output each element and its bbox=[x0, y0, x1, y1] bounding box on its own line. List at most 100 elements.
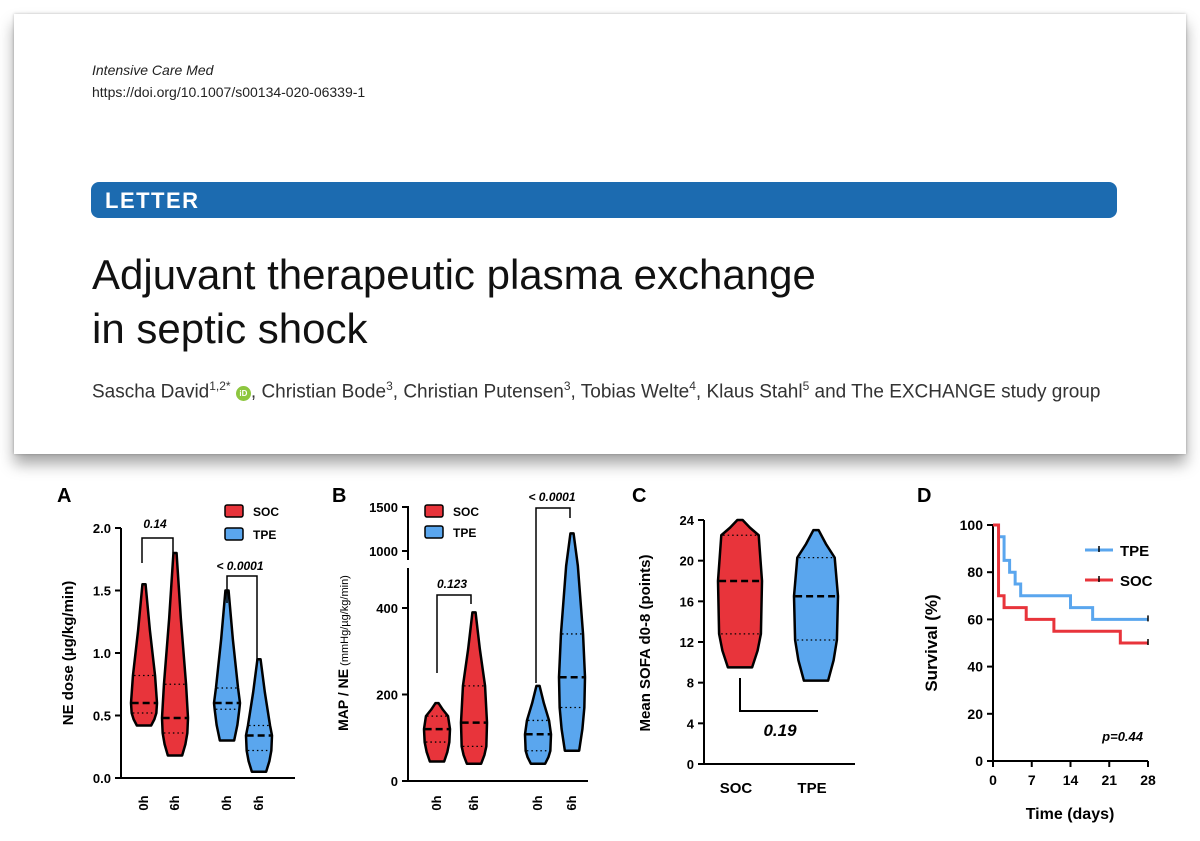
article-header-card bbox=[14, 14, 1186, 454]
author-name[interactable]: Klaus Stahl bbox=[706, 381, 803, 403]
author-name[interactable]: Tobias Welte bbox=[580, 381, 690, 403]
significance-bracket bbox=[535, 507, 571, 683]
legend-label: TPE bbox=[253, 528, 276, 542]
x-tick-label: TPE bbox=[797, 780, 826, 797]
x-tick-label: 6h bbox=[167, 795, 182, 810]
p-value-label: < 0.0001 bbox=[528, 490, 575, 504]
violin-shape bbox=[422, 701, 452, 763]
article-title: Adjuvant therapeutic plasma exchange in s… bbox=[92, 248, 1092, 356]
y-tick-label: 0 bbox=[975, 753, 983, 769]
panel-letter: B bbox=[332, 485, 346, 507]
y-tick-label: 20 bbox=[680, 554, 694, 569]
y-tick-label: 0 bbox=[687, 757, 694, 772]
y-axis-label: Mean SOFA d0-8 (points) bbox=[637, 555, 654, 732]
y-tick-label: 24 bbox=[680, 513, 695, 528]
y-tick-label: 0.0 bbox=[93, 771, 111, 786]
p-value-label: < 0.0001 bbox=[216, 559, 263, 573]
y-tick-label: 1500 bbox=[369, 500, 398, 515]
survival-curve bbox=[993, 523, 1148, 645]
y-tick-label: 16 bbox=[680, 594, 694, 609]
y-tick-label: 40 bbox=[967, 659, 983, 675]
y-tick-label: 20 bbox=[967, 706, 983, 722]
legend-label: SOC bbox=[453, 505, 479, 519]
author-affiliation: 5 bbox=[802, 379, 810, 393]
chart-panel-c: C Mean SOFA d0-8 (points) 0 4 8 12 16 20 24 SOC TP… bbox=[632, 485, 855, 797]
journal-name: Intensive Care Med bbox=[92, 62, 214, 78]
y-tick-label: 400 bbox=[376, 601, 398, 616]
violin-shape bbox=[523, 684, 553, 765]
author-name[interactable]: Sascha David bbox=[92, 381, 210, 403]
violin-shape bbox=[557, 532, 587, 752]
y-tick-label: 1000 bbox=[369, 544, 398, 559]
x-tick-label: 0h bbox=[429, 795, 444, 810]
x-tick-label: 0h bbox=[219, 795, 234, 810]
significance-bracket bbox=[436, 594, 472, 673]
panel-letter: D bbox=[917, 485, 931, 507]
legend-swatch bbox=[424, 525, 444, 539]
significance-bracket bbox=[141, 537, 174, 563]
author-affiliation: 4 bbox=[689, 379, 696, 393]
chart-panel-b: B MAP / NE (mmHg/µg/kg/min) 0 200 400 1000 150… bbox=[332, 485, 588, 811]
title-line-2: in septic shock bbox=[92, 305, 368, 352]
x-tick-label: 28 bbox=[1140, 772, 1156, 788]
orcid-icon[interactable]: iD bbox=[235, 386, 251, 402]
x-tick-label: 7 bbox=[1028, 772, 1036, 788]
violin-shape bbox=[716, 518, 764, 669]
x-tick-label: 0 bbox=[989, 772, 997, 788]
y-axis-unit: (mmHg/µg/kg/min) bbox=[339, 575, 351, 669]
y-tick-label: 100 bbox=[960, 517, 984, 533]
author-list: Sascha David1,2* iD, Christian Bode3, Ch… bbox=[92, 379, 1101, 403]
y-tick-label: 1.0 bbox=[93, 646, 111, 661]
author-name[interactable]: Christian Putensen bbox=[403, 381, 564, 403]
x-tick-label: 0h bbox=[136, 795, 151, 810]
author-affiliation: 1,2* bbox=[209, 379, 231, 393]
p-value-label: 0.123 bbox=[437, 577, 467, 591]
x-tick-label: 6h bbox=[466, 795, 481, 810]
author-name[interactable]: Christian Bode bbox=[261, 381, 387, 403]
legend-swatch bbox=[424, 504, 444, 518]
x-axis-label: Time (days) bbox=[1026, 806, 1115, 823]
legend-swatch bbox=[224, 504, 244, 518]
authors-tail: and The EXCHANGE study group bbox=[814, 381, 1101, 403]
x-tick-label: 6h bbox=[251, 795, 266, 810]
violin-shape bbox=[459, 611, 489, 765]
p-value-label: p=0.44 bbox=[1101, 729, 1144, 744]
chart-panel-d: D Survival (%) Time (days) 0 20 40 60 80 100 0 7 14… bbox=[917, 485, 1156, 823]
y-tick-label: 2.0 bbox=[93, 521, 111, 536]
p-value-label: 0.19 bbox=[763, 721, 797, 740]
chart-panel-a: A NE dose (µg/kg/min) 0.0 0.5 1.0 1.5 2.0 0h 6h 0… bbox=[57, 485, 295, 811]
legend-label: TPE bbox=[453, 526, 476, 540]
title-line-1: Adjuvant therapeutic plasma exchange bbox=[92, 251, 816, 298]
y-axis-label: Survival (%) bbox=[922, 594, 941, 691]
legend-swatch bbox=[224, 527, 244, 541]
y-tick-label: 4 bbox=[687, 716, 695, 731]
survival-curve bbox=[993, 523, 1148, 621]
x-tick-label: 14 bbox=[1063, 772, 1079, 788]
y-tick-label: 12 bbox=[680, 635, 694, 650]
violin-shape bbox=[160, 551, 190, 757]
y-tick-label: 0 bbox=[391, 774, 398, 789]
violin-shape bbox=[212, 589, 242, 742]
p-value-label: 0.14 bbox=[143, 517, 167, 531]
y-tick-label: 1.5 bbox=[93, 584, 111, 599]
violin-shape bbox=[244, 658, 274, 773]
y-tick-label: 60 bbox=[967, 611, 983, 627]
y-tick-label: 80 bbox=[967, 564, 983, 580]
y-tick-label: 8 bbox=[687, 676, 694, 691]
legend-label: TPE bbox=[1120, 543, 1149, 560]
significance-bracket bbox=[739, 678, 818, 712]
doi-link[interactable]: https://doi.org/10.1007/s00134-020-06339… bbox=[92, 84, 366, 100]
violin-shape bbox=[792, 528, 840, 682]
panel-letter: A bbox=[57, 485, 71, 507]
x-tick-label: 6h bbox=[564, 795, 579, 810]
legend-label: SOC bbox=[1120, 573, 1153, 590]
section-banner: LETTER bbox=[91, 182, 1117, 218]
author-affiliation: 3 bbox=[386, 379, 393, 393]
significance-bracket bbox=[226, 575, 258, 663]
y-axis-label: MAP / NE (mmHg/µg/kg/min) bbox=[335, 575, 351, 731]
y-tick-label: 0.5 bbox=[93, 709, 111, 724]
violin-shape bbox=[129, 583, 159, 727]
author-affiliation: 3 bbox=[563, 379, 571, 393]
x-tick-label: SOC bbox=[720, 780, 753, 797]
panel-letter: C bbox=[632, 485, 646, 507]
